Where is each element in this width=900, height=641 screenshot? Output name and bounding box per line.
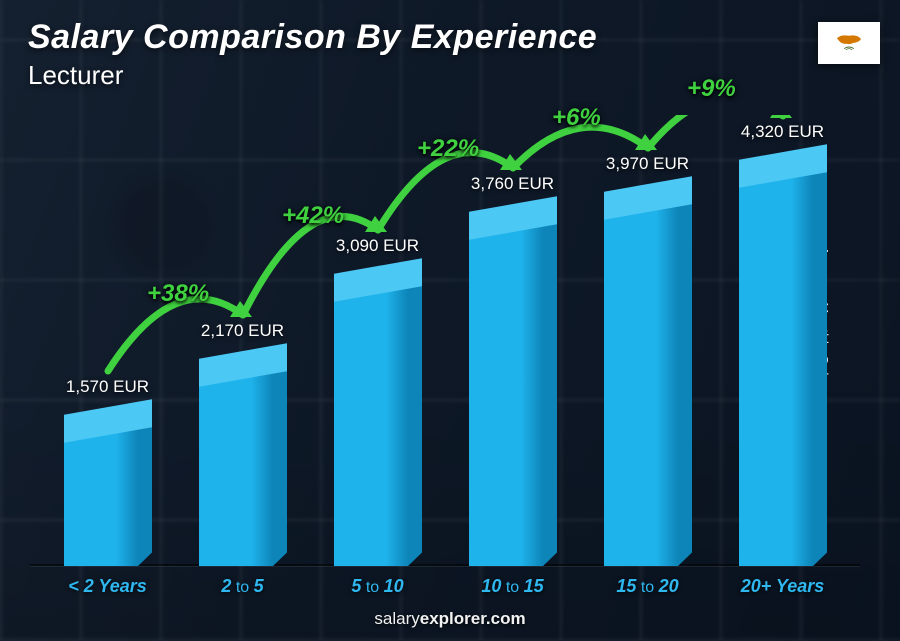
cyprus-flag-icon — [829, 30, 869, 56]
footer-prefix: salary — [374, 609, 419, 628]
x-axis-label: 15 to 20 — [616, 576, 678, 597]
footer-suffix: explorer.com — [420, 609, 526, 628]
bar — [199, 365, 287, 566]
bar-front-face — [334, 280, 408, 566]
bar-slot: 4,320 EUR20+ Years — [715, 166, 850, 566]
bar-slot: 3,970 EUR15 to 20 — [580, 198, 715, 566]
bar-slot: 2,170 EUR2 to 5 — [175, 365, 310, 566]
increase-label: +42% — [282, 202, 344, 230]
xlabel-part-a: 15 — [616, 576, 636, 596]
bar-side-face — [408, 266, 422, 566]
bar-side-face — [678, 184, 692, 566]
x-axis-label: 5 to 10 — [351, 576, 403, 597]
xlabel-part-b: Years — [776, 576, 824, 596]
x-axis-label: 20+ Years — [741, 576, 825, 597]
x-axis-label: 2 to 5 — [221, 576, 263, 597]
bar — [334, 280, 422, 566]
bar-front-face — [199, 365, 273, 566]
bar-slot: 3,760 EUR10 to 15 — [445, 218, 580, 566]
bar-value-label: 3,090 EUR — [336, 236, 419, 256]
xlabel-part-b: 5 — [254, 576, 264, 596]
increase-label: +22% — [417, 135, 479, 163]
x-axis-label: < 2 Years — [68, 576, 147, 597]
increase-label: +6% — [552, 104, 601, 132]
xlabel-joiner: to — [231, 579, 253, 596]
bar-value-label: 4,320 EUR — [741, 122, 824, 142]
x-axis-label: 10 to 15 — [481, 576, 543, 597]
bar-front-face — [64, 421, 138, 566]
bar-value-label: 3,760 EUR — [471, 174, 554, 194]
bar-front-face — [604, 198, 678, 566]
bar-front-face — [739, 166, 813, 566]
bar-side-face — [813, 152, 827, 566]
bar-side-face — [543, 204, 557, 566]
bar-value-label: 3,970 EUR — [606, 154, 689, 174]
footer-attribution: salaryexplorer.com — [0, 609, 900, 629]
bar — [604, 198, 692, 566]
bar-slot: 1,570 EUR< 2 Years — [40, 421, 175, 566]
chart-subtitle: Lecturer — [28, 60, 123, 91]
xlabel-joiner: to — [636, 579, 658, 596]
xlabel-part-b: Years — [98, 576, 146, 596]
bar — [469, 218, 557, 566]
xlabel-part-a: 2 — [221, 576, 231, 596]
xlabel-part-a: 20+ — [741, 576, 772, 596]
increase-label: +9% — [687, 75, 736, 103]
bar-front-face — [469, 218, 543, 566]
increase-label: +38% — [147, 280, 209, 308]
chart-title: Salary Comparison By Experience — [28, 18, 597, 57]
xlabel-part-b: 20 — [659, 576, 679, 596]
xlabel-part-a: < 2 — [68, 576, 94, 596]
bar-slot: 3,090 EUR5 to 10 — [310, 280, 445, 566]
xlabel-joiner: to — [361, 579, 383, 596]
bar-chart: 1,570 EUR< 2 Years2,170 EUR2 to 53,090 E… — [40, 115, 850, 566]
bar — [739, 166, 827, 566]
bar — [64, 421, 152, 566]
country-flag — [818, 22, 880, 64]
xlabel-joiner: to — [501, 579, 523, 596]
xlabel-part-b: 15 — [524, 576, 544, 596]
bar-side-face — [273, 351, 287, 566]
bar-value-label: 2,170 EUR — [201, 321, 284, 341]
bar-value-label: 1,570 EUR — [66, 377, 149, 397]
xlabel-part-a: 10 — [481, 576, 501, 596]
xlabel-part-a: 5 — [351, 576, 361, 596]
chart-canvas: Salary Comparison By Experience Lecturer… — [0, 0, 900, 641]
xlabel-part-b: 10 — [384, 576, 404, 596]
bar-side-face — [138, 407, 152, 566]
